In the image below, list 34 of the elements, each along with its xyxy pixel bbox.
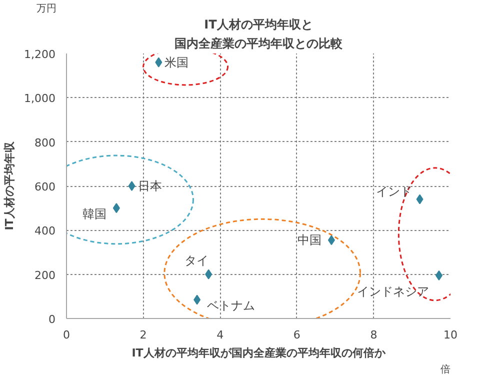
point bbox=[194, 294, 201, 305]
x-tick-label: 2 bbox=[140, 328, 147, 342]
y-tick-label: 200 bbox=[34, 268, 56, 282]
x-tick-label: 0 bbox=[63, 328, 70, 342]
point bbox=[155, 57, 162, 68]
y-tick-label: 600 bbox=[34, 180, 56, 194]
y-tick-label: 1,000 bbox=[24, 92, 56, 106]
point bbox=[435, 270, 442, 280]
x-tick-label: 6 bbox=[293, 328, 300, 342]
chart-title: IT人材の平均年収と bbox=[204, 18, 313, 32]
x-tick-label: 10 bbox=[444, 328, 458, 342]
y-axis-title: IT人材の平均年収 bbox=[3, 140, 16, 230]
point bbox=[205, 269, 212, 280]
y-tick-label: 800 bbox=[34, 136, 56, 150]
text: 万円 bbox=[36, 4, 56, 14]
text: 倍 bbox=[440, 364, 450, 375]
annotation: タイ bbox=[184, 253, 209, 268]
point bbox=[328, 235, 335, 246]
annotation: 日本 bbox=[138, 179, 162, 193]
annotation: インドネシア bbox=[356, 284, 429, 298]
point bbox=[112, 203, 120, 214]
y-tick-label: 1,200 bbox=[24, 48, 56, 61]
x-tick-label: 4 bbox=[216, 328, 224, 342]
annotation: 韓国 bbox=[82, 207, 106, 222]
x-axis-title: IT人材の平均年収が国内全産業の平均年収の何倍か bbox=[132, 346, 386, 360]
y-tick-label: 400 bbox=[34, 224, 56, 238]
chart-subtitle: 国内全産業の平均年収との比較 bbox=[174, 36, 344, 50]
point bbox=[128, 181, 136, 191]
point bbox=[416, 194, 424, 204]
annotation: ベトナム bbox=[207, 298, 256, 313]
x-tick-label: 8 bbox=[370, 328, 378, 342]
annotation: 米国 bbox=[164, 55, 189, 70]
y-tick-label: 0 bbox=[48, 313, 56, 326]
annotation: 中国 bbox=[297, 233, 322, 248]
